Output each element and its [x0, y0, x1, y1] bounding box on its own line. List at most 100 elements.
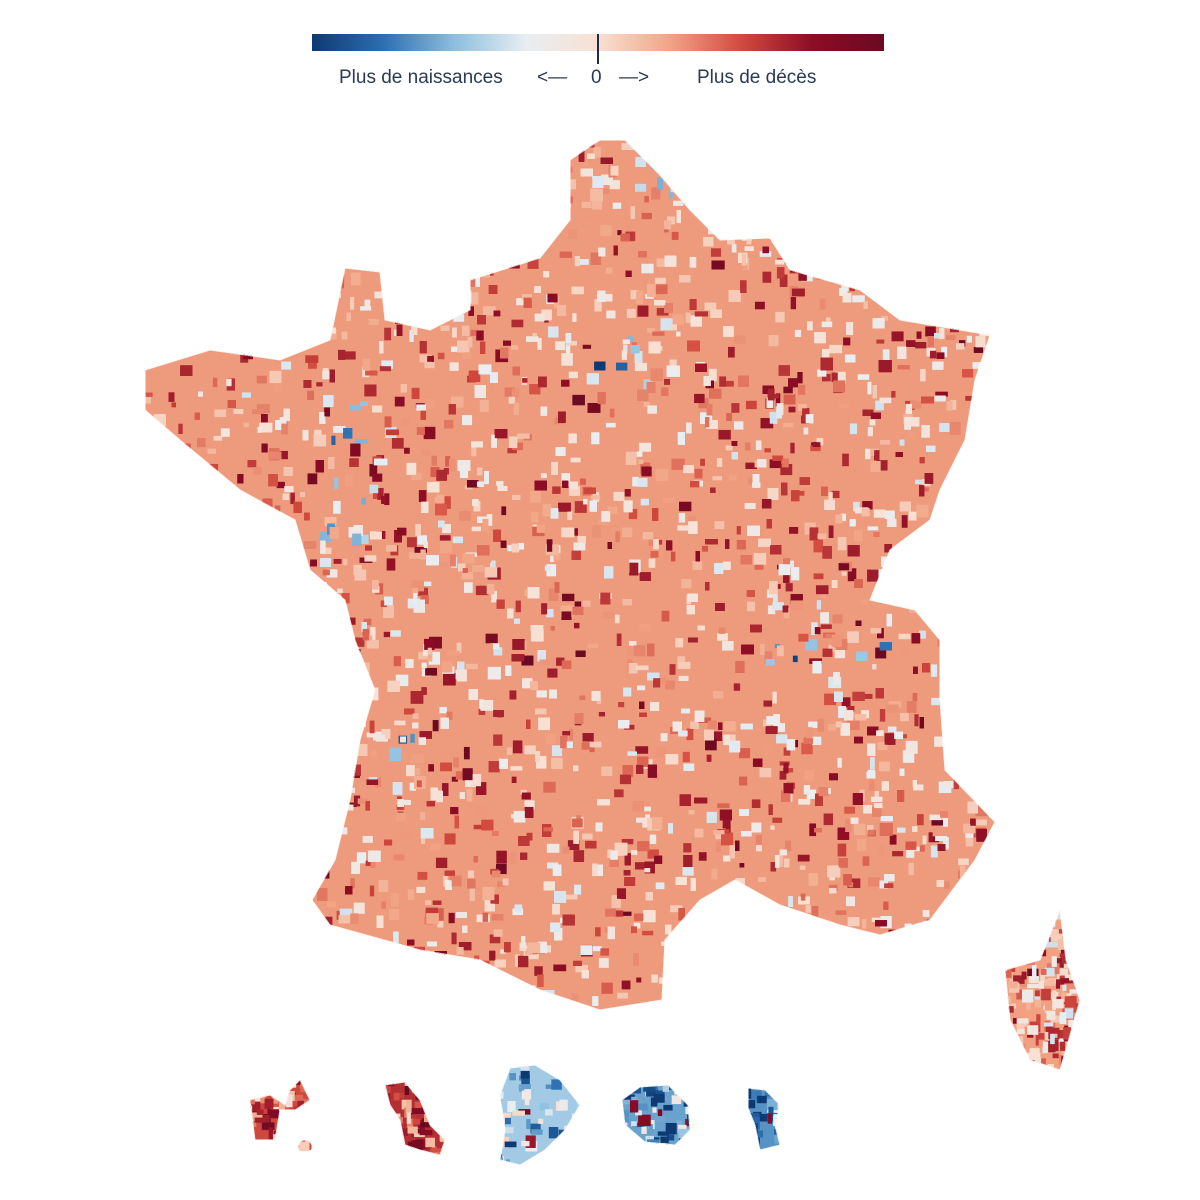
commune-cell	[552, 1011, 557, 1017]
commune-cell	[354, 241, 363, 247]
commune-cell	[226, 590, 232, 597]
commune-cell	[460, 986, 471, 993]
commune-cell	[728, 978, 741, 990]
commune-cell	[565, 340, 577, 346]
commune-cell	[416, 254, 428, 264]
commune-cell	[262, 545, 273, 553]
commune-cell	[754, 914, 764, 925]
commune-cell	[284, 486, 294, 493]
commune-cell	[246, 805, 252, 816]
commune-cell	[519, 151, 524, 165]
commune-cell	[213, 794, 224, 799]
commune-cell	[285, 931, 297, 937]
commune-cell	[163, 601, 173, 614]
commune-cell	[164, 717, 170, 726]
commune-cell	[932, 983, 944, 993]
commune-cell	[511, 217, 525, 224]
commune-cell	[344, 351, 356, 360]
commune-cell	[959, 930, 968, 939]
commune-cell	[479, 178, 484, 187]
commune-cell	[333, 746, 340, 755]
commune-cell	[638, 459, 644, 464]
commune-cell	[748, 195, 761, 205]
commune-cell	[211, 311, 224, 322]
commune-cell	[955, 680, 968, 693]
commune-cell	[721, 887, 728, 901]
commune-cell	[971, 620, 982, 630]
commune-cell	[432, 974, 440, 984]
commune-cell	[261, 619, 267, 627]
commune-cell	[213, 435, 223, 441]
commune-cell	[311, 282, 318, 295]
commune-cell	[852, 501, 860, 512]
commune-cell	[475, 184, 488, 198]
commune-cell	[868, 208, 878, 221]
commune-cell	[179, 688, 184, 697]
commune-cell	[591, 432, 600, 445]
commune-cell	[292, 628, 303, 639]
commune-cell	[312, 325, 319, 337]
commune-cell	[393, 276, 400, 282]
commune-cell	[254, 326, 261, 333]
commune-cell	[256, 636, 262, 646]
commune-cell	[362, 249, 373, 260]
commune-cell	[882, 212, 894, 221]
commune-cell	[246, 805, 252, 816]
commune-cell	[938, 919, 944, 932]
commune-cell	[811, 905, 819, 919]
commune-cell	[810, 445, 821, 452]
commune-cell	[174, 144, 183, 156]
commune-cell	[170, 350, 178, 359]
commune-cell	[688, 515, 697, 522]
commune-cell	[605, 1009, 611, 1010]
commune-cell	[615, 531, 620, 543]
commune-cell	[930, 200, 943, 207]
commune-cell	[217, 182, 225, 192]
commune-cell	[238, 995, 250, 1001]
commune-cell	[269, 826, 278, 832]
commune-cell	[747, 893, 753, 904]
commune-cell	[391, 994, 399, 1002]
commune-cell	[248, 197, 259, 210]
commune-cell	[875, 149, 882, 154]
commune-cell	[257, 639, 270, 650]
commune-cell	[990, 267, 995, 278]
commune-cell	[281, 577, 292, 584]
commune-cell	[271, 176, 279, 190]
commune-cell	[206, 275, 214, 280]
commune-cell	[872, 268, 880, 279]
commune-cell	[764, 934, 774, 944]
commune-cell	[261, 267, 270, 278]
commune-cell	[984, 601, 995, 608]
commune-cell	[479, 178, 484, 187]
commune-cell	[843, 222, 856, 232]
commune-cell	[223, 972, 230, 985]
commune-cell	[265, 639, 271, 648]
commune-cell	[405, 964, 410, 972]
commune-cell	[686, 728, 694, 741]
commune-cell	[145, 663, 147, 675]
commune-cell	[344, 685, 355, 691]
commune-cell	[421, 225, 431, 237]
commune-cell	[416, 254, 428, 264]
commune-cell	[404, 959, 414, 964]
commune-cell	[878, 982, 884, 988]
commune-cell	[585, 214, 597, 220]
commune-cell	[511, 141, 524, 151]
commune-cell	[477, 960, 490, 968]
commune-cell	[199, 303, 207, 313]
commune-cell	[227, 902, 234, 907]
commune-cell	[537, 649, 547, 662]
commune-cell	[975, 301, 985, 313]
commune-cell	[933, 141, 943, 148]
commune-cell	[972, 142, 982, 152]
commune-cell	[172, 241, 184, 248]
commune-cell	[841, 697, 851, 708]
commune-cell	[223, 972, 230, 985]
commune-cell	[233, 342, 239, 354]
commune-cell	[376, 177, 383, 184]
commune-cell	[900, 264, 911, 270]
commune-cell	[511, 319, 524, 328]
commune-cell	[889, 294, 902, 307]
commune-cell	[957, 688, 965, 697]
